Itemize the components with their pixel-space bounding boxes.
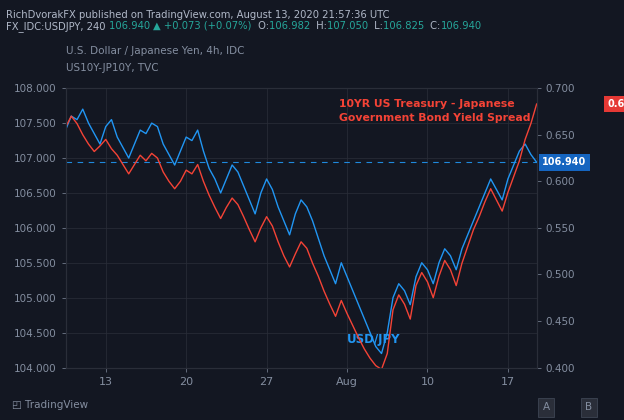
- Text: 106.940: 106.940: [542, 157, 587, 167]
- Text: ▲ +0.073 (+0.07%): ▲ +0.073 (+0.07%): [153, 21, 255, 31]
- Text: U.S. Dollar / Japanese Yen, 4h, IDC: U.S. Dollar / Japanese Yen, 4h, IDC: [66, 46, 244, 56]
- Text: B: B: [585, 402, 593, 412]
- Text: 106.940: 106.940: [441, 21, 482, 31]
- Text: FX_IDC:USDJPY, 240: FX_IDC:USDJPY, 240: [6, 21, 109, 32]
- Text: RichDvorakFX published on TradingView.com, August 13, 2020 21:57:36 UTC: RichDvorakFX published on TradingView.co…: [6, 10, 390, 21]
- Text: ◰ TradingView: ◰ TradingView: [12, 400, 89, 410]
- Text: A: A: [542, 402, 550, 412]
- Text: 106.825: 106.825: [383, 21, 427, 31]
- Text: 107.050: 107.050: [327, 21, 371, 31]
- Text: H:: H:: [313, 21, 327, 31]
- Text: O:: O:: [255, 21, 268, 31]
- Text: 106.982: 106.982: [268, 21, 313, 31]
- Text: 10YR US Treasury - Japanese
Government Bond Yield Spread: 10YR US Treasury - Japanese Government B…: [339, 100, 530, 123]
- Text: US10Y-JP10Y, TVC: US10Y-JP10Y, TVC: [66, 63, 158, 73]
- Text: 106.940: 106.940: [109, 21, 153, 31]
- Text: 0.683: 0.683: [608, 99, 624, 109]
- Text: USD/JPY: USD/JPY: [347, 333, 401, 346]
- Text: L:: L:: [371, 21, 383, 31]
- Text: C:: C:: [427, 21, 441, 31]
